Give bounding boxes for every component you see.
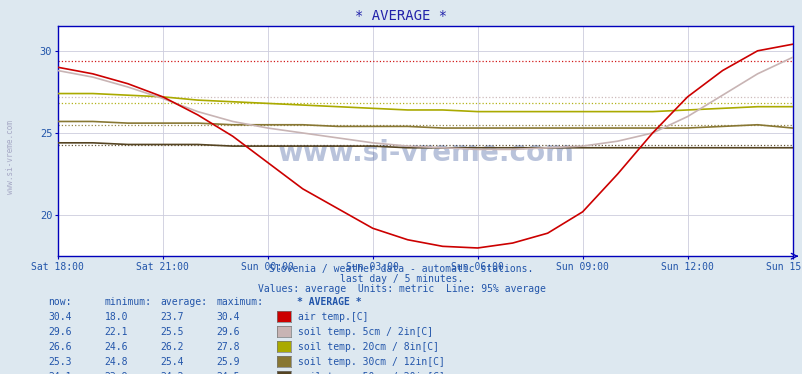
Text: 25.4: 25.4	[160, 357, 184, 367]
Text: * AVERAGE *: * AVERAGE *	[297, 297, 361, 307]
Text: air temp.[C]: air temp.[C]	[298, 312, 368, 322]
Text: * AVERAGE *: * AVERAGE *	[355, 9, 447, 23]
Text: 24.5: 24.5	[217, 372, 240, 374]
Text: 23.9: 23.9	[104, 372, 128, 374]
Text: soil temp. 5cm / 2in[C]: soil temp. 5cm / 2in[C]	[298, 327, 432, 337]
Text: soil temp. 50cm / 20in[C]: soil temp. 50cm / 20in[C]	[298, 372, 444, 374]
Text: 26.2: 26.2	[160, 342, 184, 352]
Text: 24.6: 24.6	[104, 342, 128, 352]
Text: average:: average:	[160, 297, 208, 307]
Text: 29.6: 29.6	[217, 327, 240, 337]
Text: 25.9: 25.9	[217, 357, 240, 367]
Text: now:: now:	[48, 297, 71, 307]
Text: 27.8: 27.8	[217, 342, 240, 352]
Text: soil temp. 30cm / 12in[C]: soil temp. 30cm / 12in[C]	[298, 357, 444, 367]
Text: 24.1: 24.1	[48, 372, 71, 374]
Text: minimum:: minimum:	[104, 297, 152, 307]
Text: www.si-vreme.com: www.si-vreme.com	[277, 139, 573, 167]
Text: www.si-vreme.com: www.si-vreme.com	[6, 120, 15, 194]
Text: 25.5: 25.5	[160, 327, 184, 337]
Text: 25.3: 25.3	[48, 357, 71, 367]
Text: 29.6: 29.6	[48, 327, 71, 337]
Text: Values: average  Units: metric  Line: 95% average: Values: average Units: metric Line: 95% …	[257, 284, 545, 294]
Text: 18.0: 18.0	[104, 312, 128, 322]
Text: soil temp. 20cm / 8in[C]: soil temp. 20cm / 8in[C]	[298, 342, 439, 352]
Text: 30.4: 30.4	[217, 312, 240, 322]
Text: 23.7: 23.7	[160, 312, 184, 322]
Text: 22.1: 22.1	[104, 327, 128, 337]
Text: last day / 5 minutes.: last day / 5 minutes.	[339, 274, 463, 284]
Text: 26.6: 26.6	[48, 342, 71, 352]
Text: 24.2: 24.2	[160, 372, 184, 374]
Text: 24.8: 24.8	[104, 357, 128, 367]
Text: Slovenia / weather data - automatic stations.: Slovenia / weather data - automatic stat…	[269, 264, 533, 274]
Text: 30.4: 30.4	[48, 312, 71, 322]
Text: maximum:: maximum:	[217, 297, 264, 307]
